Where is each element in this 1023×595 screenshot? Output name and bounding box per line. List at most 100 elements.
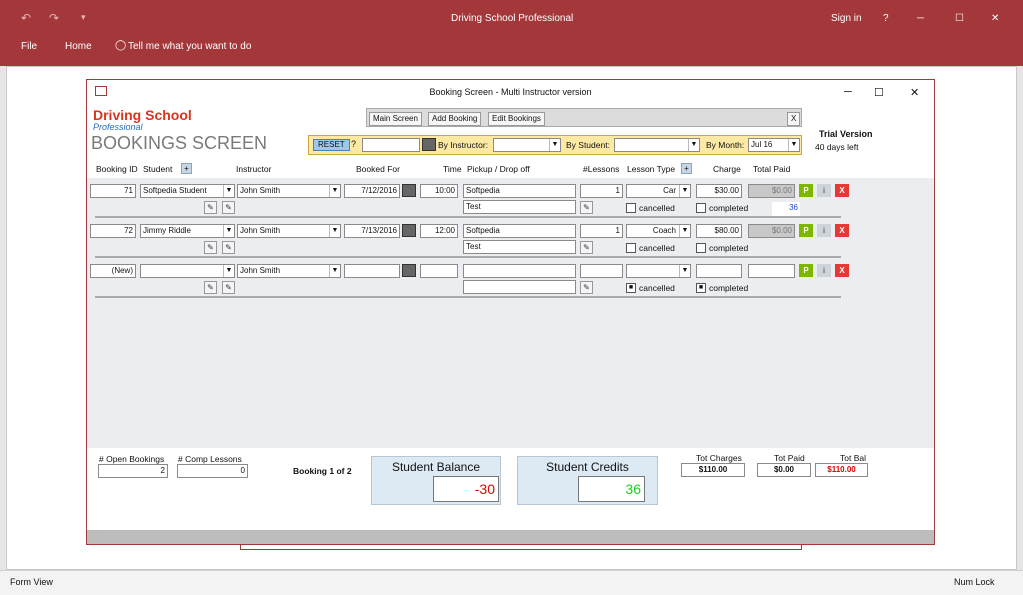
delete-button[interactable]: X xyxy=(835,264,849,277)
redo-icon[interactable]: ↷ xyxy=(49,11,60,25)
info-button[interactable]: i xyxy=(817,264,831,277)
add-booking-button[interactable]: Add Booking xyxy=(428,112,482,126)
time-field[interactable]: 12:00 xyxy=(420,224,458,238)
reset-button[interactable]: RESET xyxy=(313,139,350,151)
charge-field[interactable]: $80.00 xyxy=(696,224,742,238)
help-button[interactable]: ? xyxy=(883,13,889,24)
logo-subtitle: Professional xyxy=(93,122,143,132)
booking-id-field[interactable]: 72 xyxy=(90,224,136,238)
calendar-icon[interactable] xyxy=(402,264,416,277)
pay-button[interactable]: P xyxy=(799,264,813,277)
calendar-icon[interactable] xyxy=(402,224,416,237)
student-edit-icon[interactable]: ✎ xyxy=(222,201,235,214)
booked-for-field[interactable] xyxy=(344,264,400,278)
student-notes-icon[interactable]: ✎ xyxy=(204,241,217,254)
completed-checkbox[interactable]: ■ xyxy=(696,283,706,293)
close-button[interactable]: ✕ xyxy=(991,13,1000,24)
edit-bookings-button[interactable]: Edit Bookings xyxy=(488,112,545,126)
lesson-type-select[interactable]: Car ▼ xyxy=(626,184,691,198)
lessons-field[interactable] xyxy=(580,264,623,278)
calendar-icon[interactable] xyxy=(402,184,416,197)
instructor-select[interactable]: John Smith ▼ xyxy=(237,264,341,278)
nav-close-button[interactable]: X xyxy=(787,112,801,126)
delete-button[interactable]: X xyxy=(835,224,849,237)
chevron-down-icon: ▼ xyxy=(549,139,560,151)
student-edit-icon[interactable]: ✎ xyxy=(222,241,235,254)
row-divider xyxy=(95,216,841,218)
charge-field[interactable] xyxy=(696,264,742,278)
add-lesson-type-button[interactable]: + xyxy=(681,163,692,174)
add-student-button[interactable]: + xyxy=(181,163,192,174)
charge-field[interactable]: $30.00 xyxy=(696,184,742,198)
lesson-type-select[interactable]: Coach ▼ xyxy=(626,224,691,238)
student-select[interactable]: Jimmy Riddle ▼ xyxy=(140,224,235,238)
dropoff-field[interactable] xyxy=(463,280,576,294)
booked-for-field[interactable]: 7/13/2016 xyxy=(344,224,400,238)
date-filter-input[interactable] xyxy=(362,138,420,152)
by-month-label: By Month: xyxy=(706,140,745,150)
pay-button[interactable]: P xyxy=(799,184,813,197)
time-field[interactable] xyxy=(420,264,458,278)
info-button[interactable]: i xyxy=(817,224,831,237)
home-tab[interactable]: Home xyxy=(65,41,92,52)
completed-checkbox[interactable] xyxy=(696,203,706,213)
pickup-field[interactable]: Softpedia xyxy=(463,184,576,198)
info-button[interactable]: i xyxy=(817,184,831,197)
cancelled-checkbox[interactable] xyxy=(626,203,636,213)
student-balance-label: Student Balance xyxy=(391,460,481,474)
cancelled-checkbox[interactable]: ■ xyxy=(626,283,636,293)
calendar-icon[interactable] xyxy=(422,138,436,151)
completed-checkbox[interactable] xyxy=(696,243,706,253)
instructor-select[interactable]: John Smith ▼ xyxy=(237,184,341,198)
tell-me-search[interactable]: Tell me what you want to do xyxy=(128,41,252,52)
student-notes-icon[interactable]: ✎ xyxy=(204,201,217,214)
file-tab[interactable]: File xyxy=(21,41,38,52)
chevron-down-icon: ▼ xyxy=(329,185,340,197)
col-booking-id: Booking ID xyxy=(96,164,138,174)
tot-paid-value: $0.00 xyxy=(757,463,811,477)
cancelled-checkbox[interactable] xyxy=(626,243,636,253)
lessons-field[interactable]: 1 xyxy=(580,224,623,238)
student-filter-select[interactable]: ▼ xyxy=(614,138,700,152)
time-field[interactable]: 10:00 xyxy=(420,184,458,198)
form-maximize-button[interactable]: ☐ xyxy=(874,87,884,99)
booking-id-field[interactable]: 71 xyxy=(90,184,136,198)
instructor-select[interactable]: John Smith ▼ xyxy=(237,224,341,238)
notes-icon[interactable]: ✎ xyxy=(580,241,593,254)
student-select[interactable]: Softpedia Student ▼ xyxy=(140,184,235,198)
undo-icon[interactable]: ↶ xyxy=(21,11,32,25)
form-minimize-button[interactable]: ─ xyxy=(844,86,852,98)
student-notes-icon[interactable]: ✎ xyxy=(204,281,217,294)
notes-icon[interactable]: ✎ xyxy=(580,281,593,294)
booking-form-window: Booking Screen - Multi Instructor versio… xyxy=(86,79,935,545)
pickup-field[interactable] xyxy=(463,264,576,278)
quick-access-dropdown-icon[interactable]: ▾ xyxy=(81,12,86,22)
main-screen-button[interactable]: Main Screen xyxy=(369,112,422,126)
cancelled-label: cancelled xyxy=(639,203,675,213)
pay-button[interactable]: P xyxy=(799,224,813,237)
booking-id-field[interactable]: (New) xyxy=(90,264,136,278)
by-instructor-label: By Instructor: xyxy=(438,140,489,150)
total-paid-field[interactable] xyxy=(748,264,795,278)
trial-version-label: Trial Version xyxy=(819,129,873,139)
student-select[interactable]: ▼ xyxy=(140,264,235,278)
delete-button[interactable]: X xyxy=(835,184,849,197)
dropoff-field[interactable]: Test xyxy=(463,240,576,254)
lessons-field[interactable]: 1 xyxy=(580,184,623,198)
month-filter-select[interactable]: Jul 16 ▼ xyxy=(748,138,800,152)
dropoff-field[interactable]: Test xyxy=(463,200,576,214)
tot-bal-label: Tot Bal xyxy=(840,453,866,463)
maximize-button[interactable]: ☐ xyxy=(955,13,964,24)
pickup-field[interactable]: Softpedia xyxy=(463,224,576,238)
notes-icon[interactable]: ✎ xyxy=(580,201,593,214)
student-edit-icon[interactable]: ✎ xyxy=(222,281,235,294)
lesson-type-select[interactable]: ▼ xyxy=(626,264,691,278)
chevron-down-icon: ▼ xyxy=(688,139,699,151)
form-close-button[interactable]: ✕ xyxy=(910,87,920,99)
booked-for-field[interactable]: 7/12/2016 xyxy=(344,184,400,198)
minimize-button[interactable]: ─ xyxy=(917,13,925,24)
sign-in-link[interactable]: Sign in xyxy=(831,13,862,24)
instructor-filter-select[interactable]: ▼ xyxy=(493,138,561,152)
help-question[interactable]: ? xyxy=(351,139,357,149)
chevron-down-icon: ▼ xyxy=(679,265,690,277)
